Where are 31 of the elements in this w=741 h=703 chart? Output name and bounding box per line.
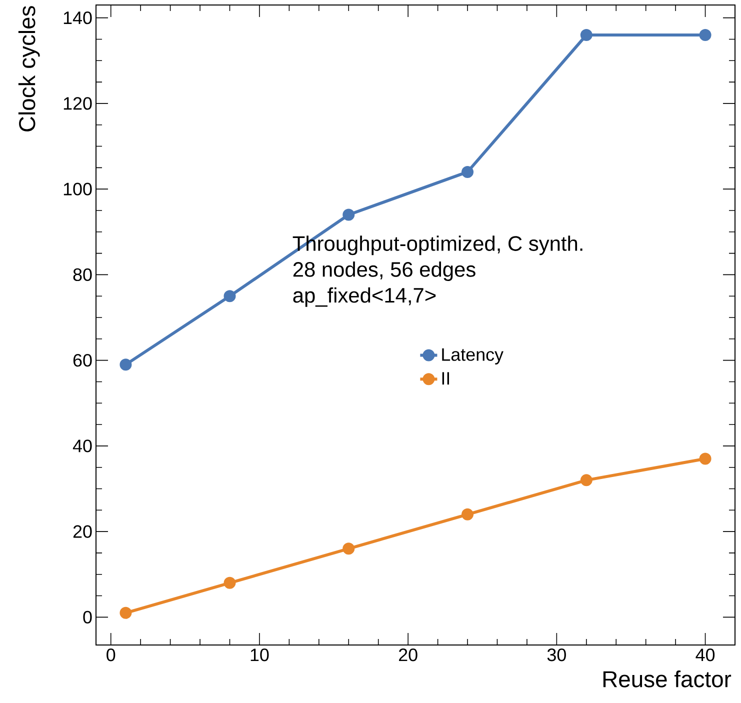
annotation: 28 nodes, 56 edges xyxy=(293,262,476,282)
y-tick-label: 0 xyxy=(83,610,92,624)
x-axis-title: Reuse factor xyxy=(603,670,732,688)
point xyxy=(342,542,355,555)
y-tick-label: 40 xyxy=(72,440,92,452)
y-axis-title: Clock cycles xyxy=(18,6,40,132)
y-tick-label: 100 xyxy=(64,182,92,196)
point xyxy=(462,166,474,178)
point xyxy=(580,474,592,486)
y-tick-label: 140 xyxy=(64,11,92,24)
point xyxy=(224,290,236,302)
point xyxy=(224,576,236,589)
x-tick-label: 20 xyxy=(399,648,418,662)
point xyxy=(120,358,132,371)
annotation: ap_fixed<14,7> xyxy=(293,287,436,307)
point xyxy=(699,452,712,465)
legend-label: II xyxy=(442,372,450,385)
point xyxy=(120,606,132,619)
point xyxy=(580,28,592,41)
x-tick-label: 30 xyxy=(547,648,566,662)
y-tick-label: 80 xyxy=(73,268,92,282)
point xyxy=(462,508,474,520)
legend-label: Latency xyxy=(442,348,504,364)
y-tick-label: 20 xyxy=(73,525,92,538)
x-tick-label: 40 xyxy=(696,648,715,662)
point xyxy=(342,208,355,221)
x-tick-label: 10 xyxy=(250,648,269,662)
y-tick-label: 120 xyxy=(64,97,92,110)
x-tick-label: 0 xyxy=(106,648,116,662)
y-tick-label: 60 xyxy=(73,354,92,367)
point xyxy=(699,28,712,41)
